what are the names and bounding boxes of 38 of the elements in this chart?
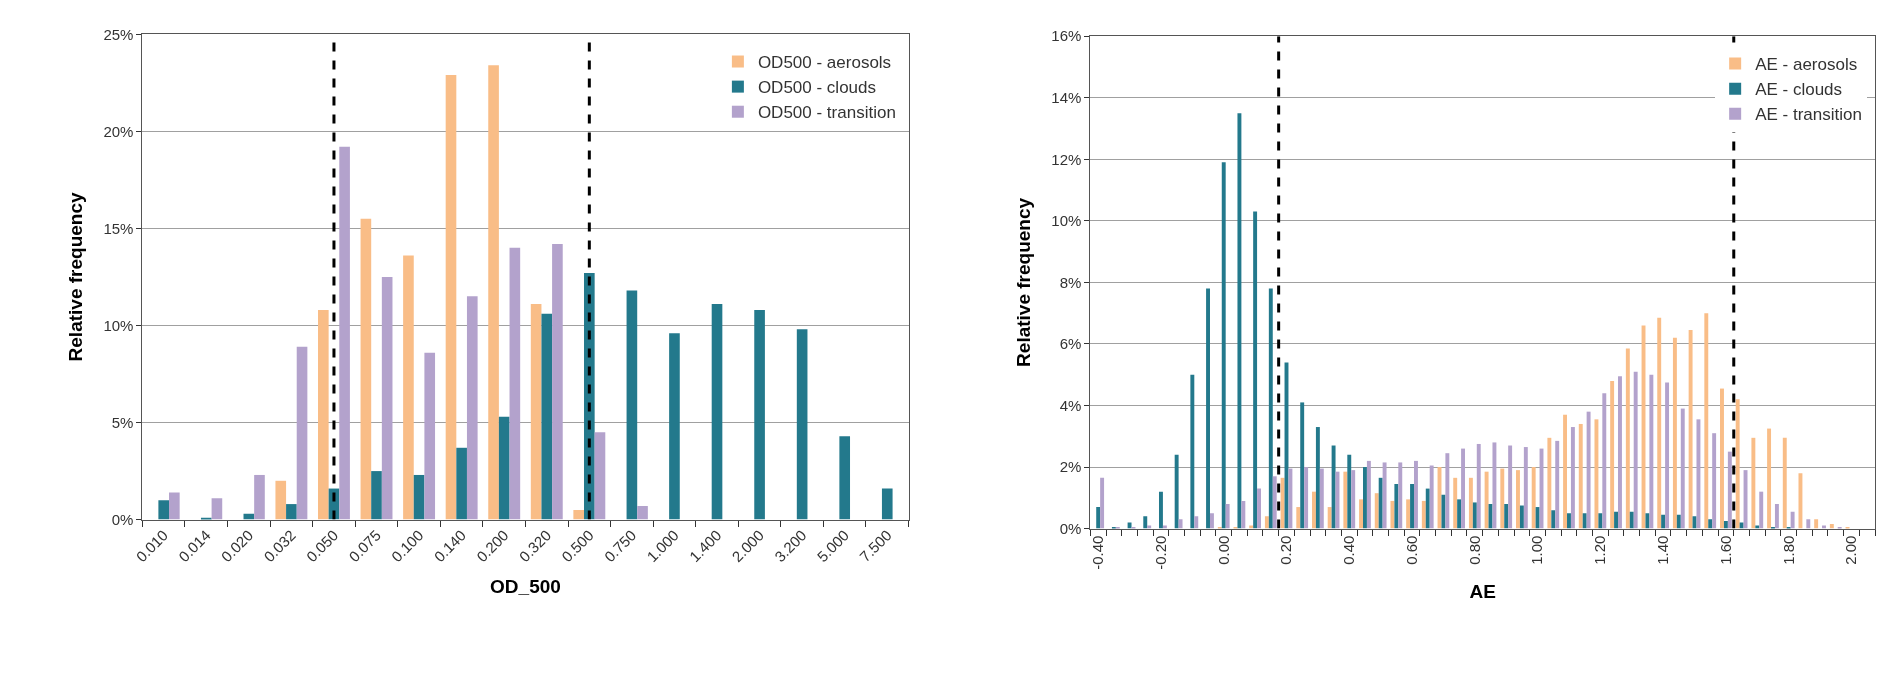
y-axis-title: Relative frequency	[65, 192, 87, 362]
y-tick-label: 10%	[1051, 212, 1082, 230]
x-axis-title: AE	[1469, 580, 1496, 602]
x-tick-label: 1.00	[1528, 535, 1546, 565]
y-tick-label: 8%	[1059, 273, 1082, 291]
x-tick-label: 1.60	[1716, 535, 1734, 565]
x-tick-label: 0.60	[1402, 535, 1420, 565]
y-tick-label: 4%	[1059, 396, 1082, 414]
y-tick-label: 6%	[1059, 335, 1082, 353]
legend-label: AE - transition	[1755, 105, 1862, 125]
x-tick-label: 0.00	[1214, 535, 1232, 565]
y-tick-label: 5%	[111, 413, 134, 431]
y-tick-label: 14%	[1051, 88, 1082, 106]
x-tick-label: 0.20	[1277, 535, 1295, 565]
legend-label: OD500 - transition	[757, 103, 896, 123]
x-axis-title: OD_500	[490, 575, 561, 597]
x-tick-label: -0.20	[1151, 535, 1169, 570]
legend-label: AE - clouds	[1755, 80, 1843, 100]
x-tick-label: 1.80	[1779, 535, 1797, 565]
y-tick-label: 10%	[103, 316, 134, 334]
y-axis-title: Relative frequency	[1013, 197, 1035, 367]
x-tick-label: 2.00	[1842, 535, 1860, 565]
legend-label: OD500 - aerosols	[757, 53, 892, 73]
x-tick-label: 1.40	[1654, 535, 1672, 565]
x-tick-label: 0.40	[1340, 535, 1358, 565]
legend-label: AE - aerosols	[1755, 55, 1858, 75]
y-tick-label: 15%	[103, 219, 134, 237]
x-tick-label: -0.40	[1089, 535, 1107, 570]
y-tick-label: 25%	[103, 25, 134, 43]
y-tick-label: 20%	[103, 122, 134, 140]
legend-label: OD500 - clouds	[757, 78, 877, 98]
y-tick-label: 16%	[1051, 27, 1082, 45]
x-tick-label: 1.20	[1591, 535, 1609, 565]
x-tick-label: 0.80	[1465, 535, 1483, 565]
y-tick-label: 0%	[1059, 519, 1082, 537]
y-tick-label: 0%	[111, 510, 134, 528]
y-tick-label: 2%	[1059, 458, 1082, 476]
y-tick-label: 12%	[1051, 150, 1082, 168]
